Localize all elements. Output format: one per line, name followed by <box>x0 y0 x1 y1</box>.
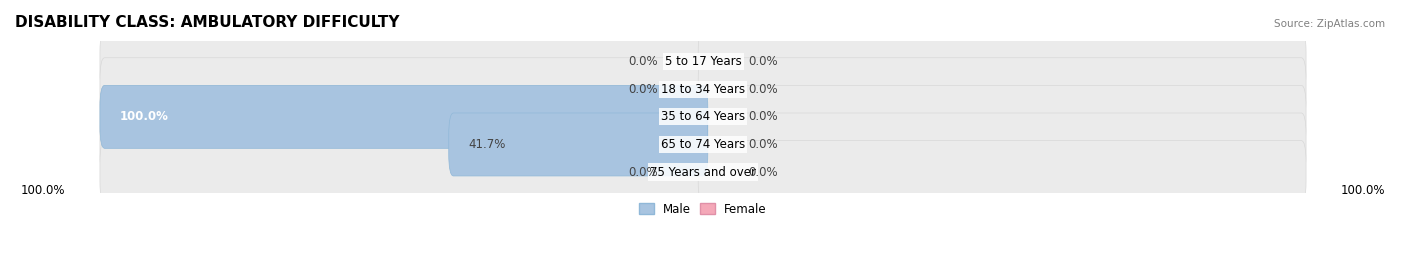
Text: 0.0%: 0.0% <box>628 55 658 68</box>
FancyBboxPatch shape <box>100 113 707 176</box>
Text: 100.0%: 100.0% <box>120 110 169 123</box>
Text: DISABILITY CLASS: AMBULATORY DIFFICULTY: DISABILITY CLASS: AMBULATORY DIFFICULTY <box>15 15 399 30</box>
FancyBboxPatch shape <box>699 141 1306 204</box>
Text: 0.0%: 0.0% <box>748 110 778 123</box>
FancyBboxPatch shape <box>100 30 707 93</box>
Text: 0.0%: 0.0% <box>748 55 778 68</box>
Text: 0.0%: 0.0% <box>748 166 778 179</box>
Text: 35 to 64 Years: 35 to 64 Years <box>661 110 745 123</box>
Text: 0.0%: 0.0% <box>748 83 778 96</box>
Text: 18 to 34 Years: 18 to 34 Years <box>661 83 745 96</box>
Text: 0.0%: 0.0% <box>628 166 658 179</box>
FancyBboxPatch shape <box>699 58 1306 121</box>
Text: 65 to 74 Years: 65 to 74 Years <box>661 138 745 151</box>
FancyBboxPatch shape <box>699 30 1306 93</box>
FancyBboxPatch shape <box>449 113 707 176</box>
FancyBboxPatch shape <box>100 141 707 204</box>
Text: Source: ZipAtlas.com: Source: ZipAtlas.com <box>1274 19 1385 29</box>
FancyBboxPatch shape <box>699 113 1306 176</box>
FancyBboxPatch shape <box>100 85 707 148</box>
Text: 41.7%: 41.7% <box>468 138 506 151</box>
Text: 0.0%: 0.0% <box>748 138 778 151</box>
Legend: Male, Female: Male, Female <box>634 198 772 220</box>
Text: 100.0%: 100.0% <box>1340 183 1385 197</box>
FancyBboxPatch shape <box>100 58 707 121</box>
Text: 75 Years and over: 75 Years and over <box>650 166 756 179</box>
Text: 5 to 17 Years: 5 to 17 Years <box>665 55 741 68</box>
FancyBboxPatch shape <box>100 85 707 148</box>
Text: 100.0%: 100.0% <box>21 183 66 197</box>
FancyBboxPatch shape <box>699 85 1306 148</box>
Text: 0.0%: 0.0% <box>628 83 658 96</box>
